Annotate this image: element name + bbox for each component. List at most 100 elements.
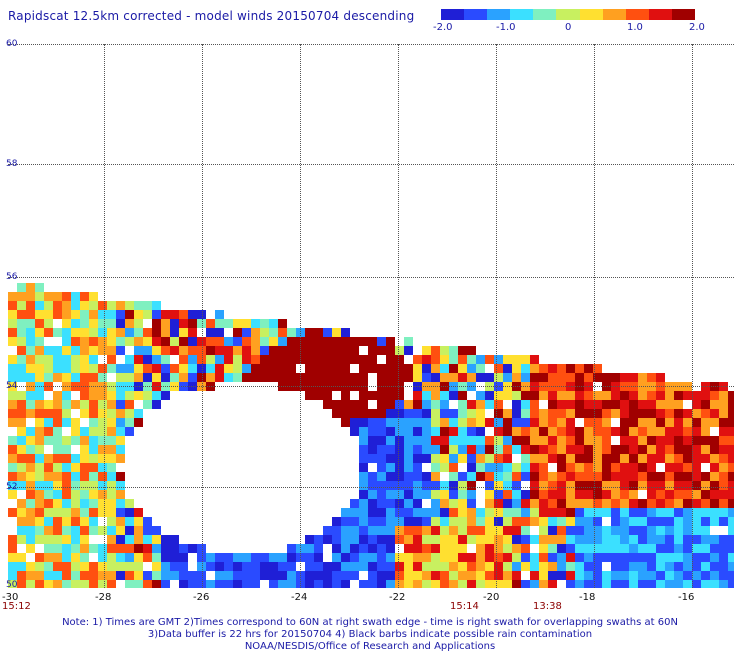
- swath-pixel: [521, 373, 530, 382]
- swath-pixel: [62, 553, 71, 562]
- swath-pixel: [431, 418, 440, 427]
- swath-pixel: [638, 580, 647, 588]
- swath-pixel: [728, 436, 734, 445]
- swath-pixel: [611, 553, 620, 562]
- swath-pixel: [521, 499, 530, 508]
- swath-pixel: [539, 580, 548, 588]
- swath-pixel: [593, 391, 602, 400]
- colorbar-segment: [487, 9, 511, 20]
- swath-pixel: [17, 553, 26, 562]
- swath-pixel: [611, 409, 620, 418]
- swath-pixel: [566, 472, 575, 481]
- swath-pixel: [17, 562, 26, 571]
- swath-pixel: [566, 481, 575, 490]
- swath-pixel: [116, 328, 125, 337]
- swath-pixel: [71, 292, 80, 301]
- swath-pixel: [179, 346, 188, 355]
- swath-pixel: [62, 481, 71, 490]
- swath-pixel: [503, 517, 512, 526]
- swath-pixel: [422, 526, 431, 535]
- gridline-lat: [8, 164, 734, 165]
- swath-pixel: [557, 364, 566, 373]
- swath-pixel: [512, 364, 521, 373]
- swath-pixel: [719, 508, 728, 517]
- swath-pixel: [638, 436, 647, 445]
- swath-pixel: [413, 355, 422, 364]
- swath-pixel: [539, 454, 548, 463]
- swath-pixel: [359, 427, 368, 436]
- swath-pixel: [584, 427, 593, 436]
- swath-pixel: [548, 499, 557, 508]
- swath-pixel: [431, 481, 440, 490]
- swath-pixel: [62, 580, 71, 588]
- swath-pixel: [17, 571, 26, 580]
- swath-pixel: [26, 454, 35, 463]
- swath-pixel: [395, 409, 404, 418]
- swath-pixel: [539, 508, 548, 517]
- swath-pixel: [386, 391, 395, 400]
- swath-pixel: [701, 481, 710, 490]
- swath-pixel: [539, 472, 548, 481]
- swath-pixel: [134, 535, 143, 544]
- swath-pixel: [611, 508, 620, 517]
- swath-pixel: [404, 544, 413, 553]
- swath-pixel: [494, 562, 503, 571]
- swath-pixel: [377, 508, 386, 517]
- swath-pixel: [674, 400, 683, 409]
- swath-pixel: [593, 508, 602, 517]
- swath-pixel: [350, 553, 359, 562]
- swath-pixel: [638, 517, 647, 526]
- swath-pixel: [395, 355, 404, 364]
- swath-pixel: [62, 508, 71, 517]
- swath-pixel: [242, 553, 251, 562]
- swath-pixel: [386, 418, 395, 427]
- swath-pixel: [206, 346, 215, 355]
- swath-pixel: [359, 535, 368, 544]
- swath-pixel: [467, 535, 476, 544]
- swath-pixel: [179, 571, 188, 580]
- swath-pixel: [62, 400, 71, 409]
- swath-pixel: [656, 526, 665, 535]
- swath-pixel: [152, 400, 161, 409]
- swath-pixel: [728, 445, 734, 454]
- swath-pixel: [224, 346, 233, 355]
- swath-pixel: [710, 499, 719, 508]
- swath-pixel: [728, 553, 734, 562]
- swath-pixel: [62, 454, 71, 463]
- swath-pixel: [593, 544, 602, 553]
- swath-pixel: [719, 472, 728, 481]
- swath-pixel: [521, 418, 530, 427]
- swath-pixel: [71, 571, 80, 580]
- swath-pixel: [467, 355, 476, 364]
- swath-pixel: [35, 580, 44, 588]
- swath-pixel: [170, 346, 179, 355]
- swath-pixel: [53, 301, 62, 310]
- swath-pixel: [458, 544, 467, 553]
- swath-pixel: [8, 490, 17, 499]
- swath-pixel: [377, 580, 386, 588]
- swath-pixel: [620, 409, 629, 418]
- swath-pixel: [422, 481, 431, 490]
- swath-pixel: [125, 310, 134, 319]
- swath-pixel: [503, 490, 512, 499]
- swath-pixel: [107, 481, 116, 490]
- swath-pixel: [62, 391, 71, 400]
- swath-pixel: [629, 499, 638, 508]
- swath-pixel: [674, 436, 683, 445]
- swath-pixel: [692, 463, 701, 472]
- swath-pixel: [539, 373, 548, 382]
- swath-pixel: [593, 472, 602, 481]
- swath-pixel: [485, 562, 494, 571]
- swath-pixel: [584, 571, 593, 580]
- swath-pixel: [179, 562, 188, 571]
- swath-pixel: [728, 490, 734, 499]
- swath-pixel: [314, 355, 323, 364]
- swath-pixel: [620, 580, 629, 588]
- swath-pixel: [98, 499, 107, 508]
- swath-pixel: [341, 562, 350, 571]
- swath-pixel: [71, 364, 80, 373]
- swath-pixel: [323, 337, 332, 346]
- swath-pixel: [584, 517, 593, 526]
- swath-pixel: [368, 346, 377, 355]
- swath-pixel: [539, 499, 548, 508]
